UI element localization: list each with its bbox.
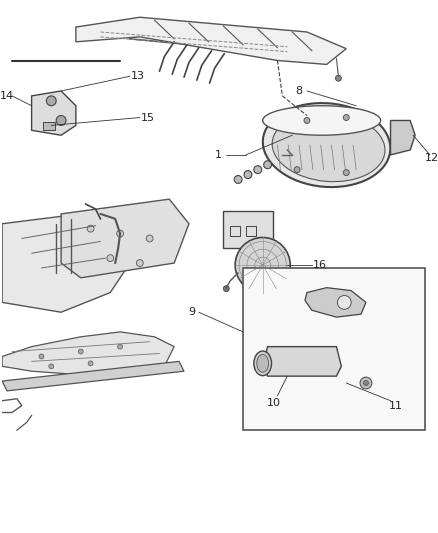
Circle shape [223, 286, 229, 292]
Text: 8: 8 [296, 86, 303, 96]
Circle shape [294, 167, 300, 173]
Circle shape [56, 116, 66, 125]
Circle shape [360, 377, 372, 389]
Text: 9: 9 [188, 307, 195, 317]
Text: 10: 10 [266, 398, 280, 408]
Circle shape [78, 349, 83, 354]
Circle shape [364, 381, 368, 385]
Circle shape [107, 255, 114, 262]
Circle shape [343, 115, 349, 120]
Polygon shape [391, 120, 415, 155]
Circle shape [146, 235, 153, 242]
Polygon shape [263, 346, 341, 376]
Ellipse shape [272, 112, 385, 182]
Circle shape [136, 260, 143, 266]
Circle shape [46, 96, 56, 106]
Polygon shape [2, 361, 184, 391]
Text: 15: 15 [141, 112, 155, 123]
Circle shape [87, 225, 94, 232]
Circle shape [234, 175, 242, 183]
Bar [243, 268, 425, 430]
Circle shape [39, 354, 44, 359]
Circle shape [254, 166, 262, 174]
Polygon shape [305, 288, 366, 317]
Bar [43, 123, 55, 130]
Circle shape [337, 295, 351, 309]
Circle shape [49, 364, 54, 369]
Ellipse shape [254, 351, 272, 376]
Polygon shape [76, 17, 346, 64]
Text: 11: 11 [389, 401, 403, 410]
Bar [223, 211, 272, 248]
Circle shape [336, 75, 341, 81]
Polygon shape [61, 199, 189, 278]
Circle shape [117, 230, 124, 237]
Circle shape [264, 161, 272, 168]
Ellipse shape [257, 354, 268, 372]
Ellipse shape [263, 106, 381, 135]
Text: 13: 13 [131, 71, 145, 81]
Polygon shape [2, 214, 130, 312]
Circle shape [343, 169, 349, 175]
Bar [246, 225, 256, 236]
Circle shape [304, 118, 310, 124]
Circle shape [244, 171, 252, 179]
Text: 12: 12 [425, 153, 438, 163]
Ellipse shape [263, 103, 390, 187]
Circle shape [235, 238, 290, 293]
Bar [230, 225, 240, 236]
Circle shape [118, 344, 123, 349]
Polygon shape [32, 91, 76, 135]
Text: 1: 1 [215, 150, 222, 160]
Circle shape [88, 361, 93, 366]
Polygon shape [2, 332, 174, 376]
Text: 14: 14 [0, 91, 14, 101]
Text: 16: 16 [313, 260, 327, 270]
